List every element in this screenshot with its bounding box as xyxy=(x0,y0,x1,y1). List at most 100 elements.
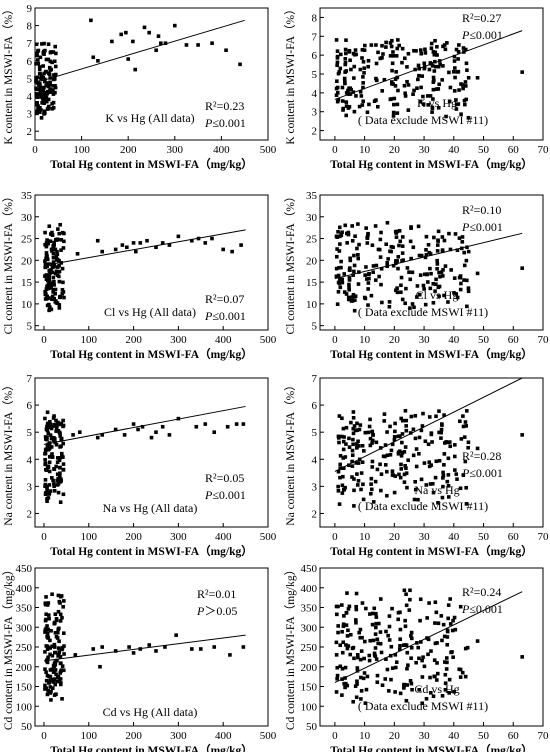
data-point xyxy=(419,85,423,90)
data-point xyxy=(430,440,434,444)
data-point xyxy=(436,64,441,69)
data-point xyxy=(413,487,418,492)
data-point xyxy=(358,67,363,72)
data-point xyxy=(344,442,348,446)
data-point xyxy=(410,687,414,692)
data-point xyxy=(370,611,375,616)
data-point xyxy=(343,57,348,61)
data-point xyxy=(362,71,366,75)
data-point xyxy=(341,106,346,111)
data-point xyxy=(372,606,377,611)
y-tick-label: 7 xyxy=(27,38,33,50)
data-point xyxy=(463,102,467,107)
data-point xyxy=(53,612,58,617)
data-point xyxy=(429,46,434,51)
data-point xyxy=(44,57,49,62)
x-tick-label: 70 xyxy=(538,144,550,156)
data-point xyxy=(445,41,449,45)
y-tick-label: 30 xyxy=(306,212,318,224)
data-point xyxy=(44,595,48,599)
data-point xyxy=(348,258,353,263)
data-point xyxy=(400,440,404,445)
data-point xyxy=(54,254,59,258)
data-point xyxy=(43,457,47,462)
data-point xyxy=(373,654,378,658)
data-point xyxy=(62,599,66,603)
y-tick-label: 200 xyxy=(16,662,33,674)
y-tick-label: 450 xyxy=(301,563,318,575)
data-point xyxy=(194,424,199,429)
data-point xyxy=(435,53,439,57)
p-value-label: P≤0.001 xyxy=(461,220,503,234)
x-tick-label: 20 xyxy=(389,531,401,543)
data-point xyxy=(353,294,358,299)
y-tick-label: 6 xyxy=(27,56,33,68)
data-point xyxy=(369,293,374,298)
data-point xyxy=(370,429,375,434)
y-tick-label: 3 xyxy=(27,481,33,493)
data-point xyxy=(347,50,352,54)
data-point xyxy=(404,418,409,423)
x-tick-label: 500 xyxy=(260,531,277,543)
data-point xyxy=(59,669,63,674)
data-point xyxy=(39,73,44,78)
data-point xyxy=(49,628,53,633)
data-point xyxy=(338,466,343,471)
data-point xyxy=(439,270,444,274)
data-point xyxy=(348,652,353,657)
data-point xyxy=(43,265,47,270)
data-point xyxy=(56,476,60,481)
data-point xyxy=(451,618,455,623)
data-point xyxy=(441,622,446,627)
data-point xyxy=(443,47,448,52)
data-point xyxy=(356,252,360,257)
y-tick-label: 5 xyxy=(312,427,318,439)
data-point xyxy=(442,452,447,456)
y-axis-label: Cl content in MSWI-FA（%） xyxy=(2,191,15,335)
y-tick-label: 2 xyxy=(27,508,33,520)
data-point xyxy=(51,88,55,92)
data-point xyxy=(338,52,343,57)
data-point xyxy=(51,287,56,292)
data-point xyxy=(373,224,378,228)
data-point xyxy=(43,630,47,634)
data-point xyxy=(520,433,524,437)
data-point xyxy=(393,84,398,88)
x-tick-label: 70 xyxy=(538,334,550,346)
data-point xyxy=(352,263,357,268)
data-point xyxy=(338,475,342,480)
data-point xyxy=(46,431,51,436)
panel-5: 0 100 200 300 400 500 2 3 4 5 6 7 Total Hg content i… xyxy=(2,373,277,558)
x-tick-label: 300 xyxy=(170,334,187,346)
data-point xyxy=(353,234,357,239)
data-point xyxy=(420,74,425,78)
data-point xyxy=(46,42,51,46)
data-point xyxy=(389,244,394,249)
y-tick-label: 50 xyxy=(21,721,33,733)
data-point xyxy=(428,286,433,291)
data-point xyxy=(47,268,52,273)
x-tick-label: 60 xyxy=(508,531,520,543)
data-point xyxy=(354,94,358,98)
data-point xyxy=(43,478,48,482)
data-point xyxy=(456,57,460,61)
data-point xyxy=(419,477,424,482)
data-point xyxy=(366,64,370,69)
x-tick-label: 60 xyxy=(508,730,520,742)
data-point xyxy=(451,69,456,74)
data-point xyxy=(366,287,370,291)
data-point xyxy=(55,424,59,428)
data-point xyxy=(438,62,442,67)
data-point xyxy=(398,691,403,696)
data-point xyxy=(356,222,360,226)
data-point xyxy=(389,644,394,649)
data-point xyxy=(409,256,413,261)
r-squared-label: R²=0.10 xyxy=(462,203,501,217)
x-tick-label: 500 xyxy=(260,144,277,156)
trend-line xyxy=(334,232,523,280)
data-point xyxy=(439,614,444,618)
data-point xyxy=(431,490,436,495)
data-point xyxy=(58,422,63,427)
data-point xyxy=(38,105,42,110)
